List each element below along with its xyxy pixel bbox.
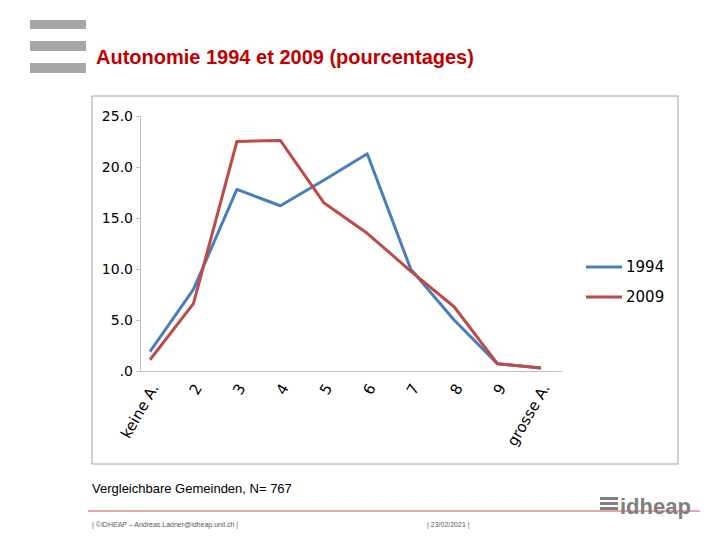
decor-stripe <box>30 20 86 29</box>
y-tick-mark <box>136 320 140 321</box>
decor-stripe <box>30 63 86 73</box>
y-tick-mark <box>136 371 140 372</box>
x-tick-label: 9 <box>490 381 510 398</box>
footer-date: | 23/02/2021 | <box>427 521 470 529</box>
x-tick-label: 8 <box>446 381 466 398</box>
x-tick-label: keine A. <box>117 381 163 442</box>
legend-swatch <box>586 266 622 269</box>
x-tick-label: 4 <box>272 381 292 398</box>
y-tick-label: 20.0 <box>102 159 133 175</box>
y-axis-line <box>136 117 141 372</box>
legend-label: 2009 <box>626 288 664 306</box>
chart-frame <box>92 96 678 464</box>
title: Autonomie 1994 et 2009 (pourcentages) <box>96 46 474 68</box>
x-tick: 4 <box>272 371 292 398</box>
y-tick: 5.0 <box>111 312 140 328</box>
y-tick: .0 <box>120 363 140 379</box>
y-tick-mark <box>136 269 140 270</box>
x-tick: 5 <box>316 371 336 398</box>
x-tick: keine A. <box>117 371 163 441</box>
y-tick: 20.0 <box>102 159 140 175</box>
legend: 1994 2009 <box>586 258 664 306</box>
note: Vergleichbare Gemeinden, N= 767 <box>92 481 292 496</box>
x-tick: 3 <box>229 371 249 398</box>
y-tick-label: 10.0 <box>102 261 133 277</box>
y-tick-mark <box>136 218 140 219</box>
x-tick: 8 <box>446 371 466 398</box>
y-tick-label: 25.0 <box>102 108 133 124</box>
footer-rule <box>88 511 700 512</box>
y-tick: 25.0 <box>102 108 140 124</box>
series-line <box>150 140 541 367</box>
footer-left: | ©IDHEAP – Andreas.Ladner@idheap.unil.c… <box>92 521 238 529</box>
x-tick: 2 <box>186 371 206 398</box>
y-tick-mark <box>136 167 140 168</box>
x-tick: 6 <box>359 371 379 398</box>
logo: idheap <box>620 494 691 519</box>
x-axis: keine A. 2 3 4 5 6 7 8 9grosse A. <box>117 371 562 449</box>
slide: Autonomie 1994 et 2009 (pourcentages) .0 5… <box>0 0 720 540</box>
plot-area <box>150 140 541 367</box>
x-tick-label: 2 <box>186 381 206 398</box>
x-tick: grosse A. <box>503 371 553 449</box>
logo-stripe <box>600 502 618 505</box>
logo-stripe <box>600 507 618 510</box>
y-tick-label: 5.0 <box>111 312 133 328</box>
logo-stripe <box>600 497 618 500</box>
y-tick-label: 15.0 <box>102 210 133 226</box>
x-tick: 7 <box>403 371 423 398</box>
x-tick-label: 7 <box>403 381 423 398</box>
legend-label: 1994 <box>626 258 664 276</box>
y-tick: 10.0 <box>102 261 140 277</box>
x-tick-label: 5 <box>316 381 336 398</box>
y-tick-label: .0 <box>120 363 133 379</box>
x-tick-label: grosse A. <box>503 381 553 450</box>
x-axis-line <box>140 371 562 372</box>
series-line <box>150 154 541 368</box>
x-tick: 9 <box>490 371 510 398</box>
y-tick: 15.0 <box>102 210 140 226</box>
y-tick-mark <box>136 116 140 117</box>
legend-swatch <box>586 296 622 299</box>
decor-stripe <box>30 41 86 51</box>
x-tick-label: 3 <box>229 381 249 398</box>
y-axis: .0 5.0 10.0 15.0 20.0 25.0 <box>102 108 141 379</box>
x-tick-label: 6 <box>359 381 379 398</box>
